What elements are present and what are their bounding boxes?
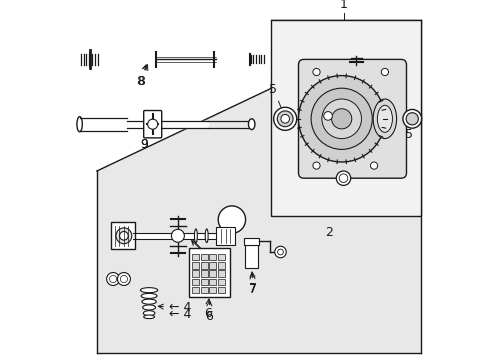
Circle shape [277,111,292,127]
Bar [218,287,224,293]
Bar [192,254,199,260]
Bar [218,279,224,285]
Circle shape [116,228,132,244]
Text: 3: 3 [191,240,224,274]
Ellipse shape [140,288,158,293]
Circle shape [298,76,384,162]
Circle shape [106,273,120,285]
Bar [201,287,207,293]
Bar [209,279,216,285]
Bar [209,287,216,293]
Ellipse shape [143,315,154,319]
Circle shape [274,246,285,258]
Bar [192,287,199,293]
Circle shape [406,113,418,125]
Text: ← 4: ← 4 [158,301,191,314]
Ellipse shape [142,305,155,310]
Circle shape [117,273,130,285]
Bar [218,262,224,269]
Bar [271,20,420,216]
Circle shape [312,68,320,76]
Bar [244,238,258,245]
Circle shape [402,109,421,128]
Bar [201,262,207,269]
Text: 9: 9 [140,129,151,151]
Bar [201,270,207,277]
Circle shape [120,231,128,240]
Text: 2: 2 [325,226,332,239]
Bar [218,270,224,277]
Ellipse shape [248,119,254,130]
FancyBboxPatch shape [143,111,162,138]
Text: ← 4: ← 4 [168,309,191,321]
Bar [192,270,199,277]
Circle shape [323,112,332,120]
Bar [192,279,199,285]
Ellipse shape [194,229,197,243]
Circle shape [273,107,296,130]
Polygon shape [97,20,420,353]
Circle shape [381,68,387,76]
Circle shape [331,109,351,129]
Circle shape [310,88,371,149]
Bar [215,227,235,245]
Bar [201,279,207,285]
Circle shape [370,162,377,169]
Text: 3: 3 [191,239,224,275]
Circle shape [312,162,320,169]
Ellipse shape [142,299,156,304]
Circle shape [280,114,289,123]
FancyBboxPatch shape [298,59,406,178]
Text: 1: 1 [339,0,347,11]
Text: 8: 8 [137,65,147,88]
Ellipse shape [205,229,208,243]
Text: 5: 5 [405,122,412,141]
Ellipse shape [372,99,396,139]
Text: 9: 9 [140,129,152,151]
Text: 7: 7 [249,274,257,296]
Text: 6: 6 [203,299,211,320]
Bar [111,222,134,249]
Bar [209,254,216,260]
Circle shape [336,171,350,185]
Circle shape [120,275,127,283]
Circle shape [147,119,158,129]
Bar [244,245,258,268]
Circle shape [171,229,184,242]
Circle shape [277,249,283,255]
Ellipse shape [77,117,82,132]
Circle shape [339,174,347,183]
Bar [192,262,199,269]
Bar [201,254,207,260]
Ellipse shape [141,293,157,298]
Bar [188,248,230,297]
Circle shape [218,206,245,233]
Bar [209,262,216,269]
Bar [218,254,224,260]
Circle shape [109,275,117,283]
Text: 5: 5 [269,83,284,113]
Text: 7: 7 [249,272,257,294]
Bar [209,270,216,277]
Ellipse shape [377,105,392,132]
Circle shape [321,99,361,139]
Text: 6: 6 [205,301,213,323]
Ellipse shape [143,311,155,316]
Text: 8: 8 [136,65,147,88]
